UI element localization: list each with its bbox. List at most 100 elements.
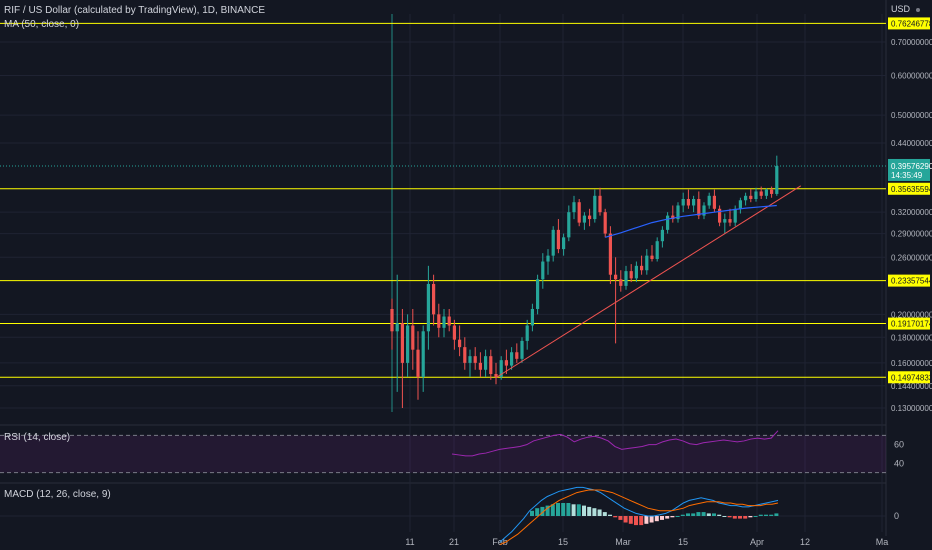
macd-histogram-bar [748, 516, 753, 518]
macd-histogram-bar [597, 509, 602, 516]
candle-body [562, 237, 566, 250]
candle-body [525, 325, 529, 341]
macd-histogram-bar [556, 503, 560, 516]
candle-body [728, 219, 732, 223]
candle-body [458, 339, 462, 348]
macd-histogram-bar [764, 514, 768, 516]
candle-body [629, 271, 633, 279]
macd-legend: MACD (12, 26, close, 9) [4, 489, 111, 500]
candle-body [468, 356, 472, 363]
level-value: 0.19170174 [891, 320, 932, 329]
candle-body [749, 195, 753, 199]
candle-body [426, 283, 430, 332]
candle-body [484, 356, 488, 370]
candle-body [614, 274, 618, 280]
candle-body [530, 308, 534, 326]
y-tick-label: 0.13000000 [891, 404, 932, 413]
macd-histogram-bar [613, 516, 618, 518]
macd-histogram-bar [654, 516, 659, 522]
candle-body [598, 195, 602, 213]
macd-tick-label: 0 [894, 511, 899, 521]
level-value: 0.23357544 [891, 277, 932, 286]
macd-histogram-bar [732, 516, 737, 519]
candle-body [624, 271, 628, 286]
level-value: 0.14974833 [891, 373, 932, 382]
macd-histogram-bar [680, 514, 685, 516]
candle-body [536, 279, 540, 309]
candle-body [718, 208, 722, 223]
y-tick-label: 0.32000000 [891, 208, 932, 217]
candle-body [504, 360, 508, 366]
candle-countdown: 14:35:49 [891, 171, 923, 180]
x-tick-label: Apr [750, 537, 764, 547]
x-tick-label: 11 [405, 537, 414, 547]
candle-body [582, 215, 586, 223]
candle-body [489, 356, 493, 375]
candle-body [520, 340, 524, 359]
candle-body [681, 198, 685, 206]
candle-body [770, 189, 774, 194]
y-tick-label: 0.50000000 [891, 111, 932, 120]
macd-line [499, 486, 779, 543]
candle-body [437, 314, 441, 328]
candle-body [416, 349, 420, 377]
current-price-tag [888, 158, 930, 181]
rsi-line [451, 430, 779, 457]
candle-body [572, 202, 576, 213]
candle-body [478, 362, 482, 370]
level-value: 0.76246778 [891, 19, 932, 28]
macd-histogram-bar [550, 504, 555, 516]
candle-body [546, 255, 550, 262]
candle-body [411, 325, 415, 350]
candle-body [593, 195, 597, 220]
macd-histogram-bar [753, 516, 758, 517]
y-tick-label: 0.20000000 [891, 310, 932, 319]
candle-body [494, 374, 498, 377]
macd-histogram-bar [743, 516, 748, 519]
level-tag [888, 371, 930, 384]
candle-body [707, 195, 711, 206]
candle-body [400, 323, 404, 363]
macd-histogram-bar [722, 516, 727, 517]
candle-body [650, 255, 654, 259]
macd-histogram-bar [608, 514, 612, 516]
candle-body [603, 212, 607, 234]
level-tag [888, 274, 930, 287]
macd-histogram-bar [649, 516, 654, 523]
macd-histogram-bar [717, 514, 722, 516]
candle-body [551, 229, 555, 256]
macd-histogram-bar [623, 516, 628, 523]
candle-body [390, 308, 394, 332]
level-tag [888, 317, 930, 330]
macd-signal-line [499, 489, 779, 546]
candle-body [655, 241, 659, 259]
candle-body [764, 189, 768, 196]
macd-histogram-bar [758, 514, 763, 516]
candle-body [510, 352, 514, 366]
candle-body [692, 198, 696, 206]
macd-histogram-bar [686, 513, 690, 516]
x-tick-label: 12 [800, 537, 810, 547]
trend-line [495, 185, 802, 379]
candle-body [775, 165, 779, 194]
candle-body [395, 323, 399, 332]
candle-body [421, 331, 425, 377]
candle-body [463, 347, 467, 363]
level-value: 0.35635594 [891, 185, 932, 194]
axis-settings-icon[interactable] [916, 8, 920, 12]
candle-body [473, 356, 477, 363]
candle-body [634, 265, 638, 279]
candle-body [666, 215, 670, 230]
y-tick-label: 0.16000000 [891, 359, 932, 368]
candle-body [447, 316, 451, 326]
current-price-value: 0.39576290 [891, 162, 932, 171]
macd-histogram-bar [587, 506, 592, 516]
candle-body [577, 202, 581, 223]
candle-body [567, 212, 571, 238]
candle-body [541, 261, 545, 280]
candle-body [588, 215, 592, 220]
y-tick-label: 0.14400000 [891, 382, 932, 391]
macd-histogram-bar [769, 514, 774, 516]
macd-histogram-bar [540, 506, 545, 516]
